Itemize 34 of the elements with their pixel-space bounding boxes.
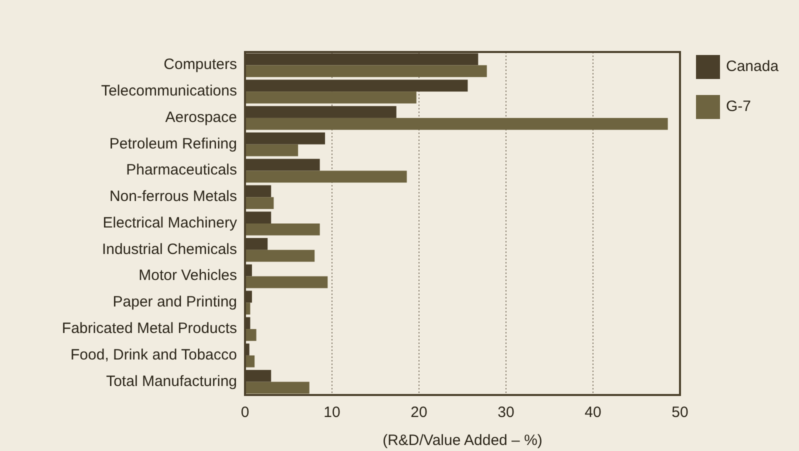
x-tick-label: 40 xyxy=(584,404,602,421)
y-tick-label: Telecommunications xyxy=(101,82,237,100)
y-tick-label: Petroleum Refining xyxy=(109,135,237,152)
y-tick-label: Paper and Printing xyxy=(112,294,237,311)
bar xyxy=(245,197,274,209)
bar xyxy=(245,65,487,78)
x-tick-label: 0 xyxy=(240,404,250,421)
bar xyxy=(245,329,256,341)
bar xyxy=(245,250,315,262)
x-tick-label: 20 xyxy=(410,404,428,421)
bar xyxy=(245,224,320,236)
bar xyxy=(245,144,298,156)
y-tick-label: Pharmaceuticals xyxy=(126,162,237,179)
legend-label: G-7 xyxy=(726,98,752,115)
y-tick-label: Food, Drink and Tobacco xyxy=(70,346,237,364)
y-tick-label: Non-ferrous Metals xyxy=(109,188,237,206)
bar xyxy=(245,355,255,368)
y-tick-label: Aerospace xyxy=(165,108,237,126)
y-tick-label: Computers xyxy=(164,56,237,74)
y-tick-label: Electrical Machinery xyxy=(102,214,238,232)
bar xyxy=(245,276,328,288)
bar xyxy=(245,170,407,183)
bar xyxy=(245,118,668,130)
x-axis-title: (R&D/Value Added – %) xyxy=(382,432,542,449)
legend-label: Canada xyxy=(726,58,780,75)
x-tick-label: 30 xyxy=(498,404,514,421)
x-tick-label: 10 xyxy=(324,404,340,421)
y-tick-label: Total Manufacturing xyxy=(106,372,237,390)
y-tick-label: Industrial Chemicals xyxy=(102,240,237,258)
bar xyxy=(245,92,416,104)
bar xyxy=(245,382,310,394)
x-tick-label: 50 xyxy=(672,404,688,421)
y-tick-label: Motor Vehicles xyxy=(138,267,237,284)
y-tick-label: Fabricated Metal Products xyxy=(62,320,237,338)
